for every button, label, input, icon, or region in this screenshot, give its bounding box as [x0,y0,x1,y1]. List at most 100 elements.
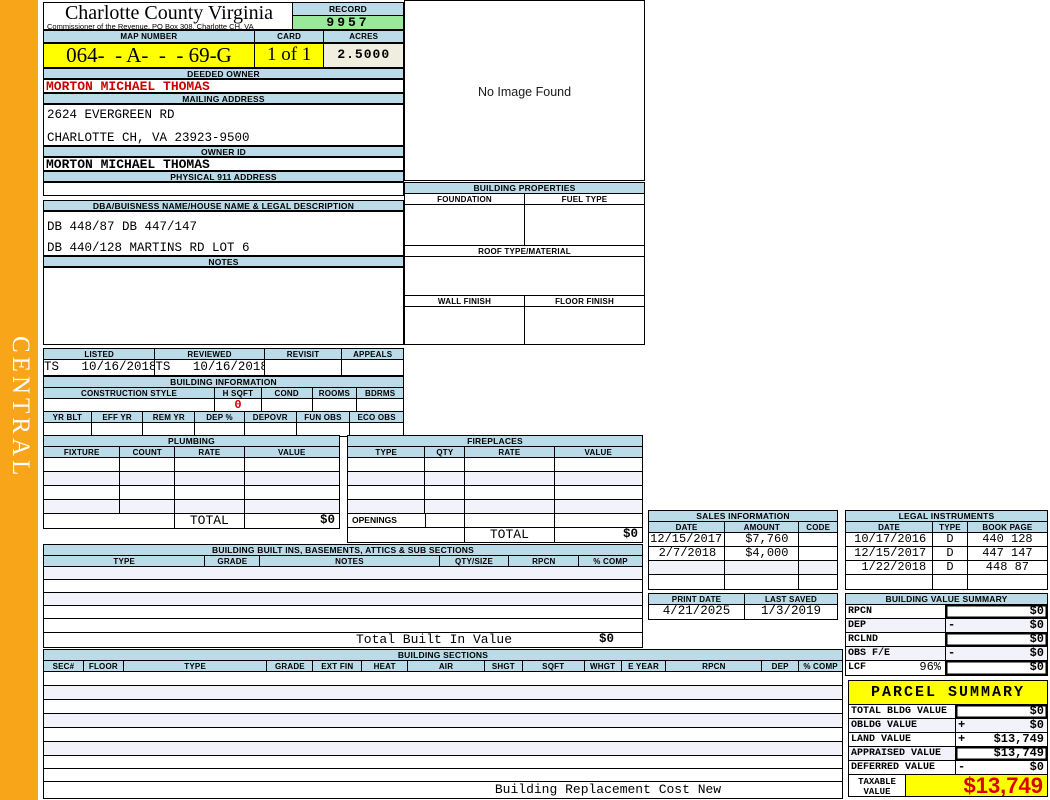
empty-cell [348,458,426,471]
building-info-cols1: CONSTRUCTION STYLE H SQFT COND ROOMS BDR… [44,388,403,399]
table-row [44,728,842,742]
table-row [44,672,842,686]
rooms-value [313,399,358,411]
building-info-title: BUILDING INFORMATION [44,377,403,388]
value-label: VALUE [244,447,339,457]
no-image-text: No Image Found [477,85,572,99]
owner-id-value: MORTON MICHAEL THOMAS [43,157,404,171]
building-sections-title: BUILDING SECTIONS [44,650,842,661]
land-value: $13,749 [993,732,1044,746]
depovr-label: DEPOVR [244,412,297,422]
empty-cell [649,575,726,589]
book-page-label: BOOK PAGE [967,522,1047,532]
built-ins-total-value: $0 [598,633,614,646]
effyr-value [92,423,144,436]
empty-cell [425,486,466,499]
table-row [348,500,642,514]
sqft-label: SQFT [522,661,585,671]
empty-cell [799,561,837,574]
empty-cell [425,500,466,513]
sale-code [799,533,837,546]
summary-row: LCF 96% $0 [846,661,1047,675]
empty-cell [120,458,176,471]
eyear-label: E YEAR [621,661,667,671]
legal-line2: DB 440/128 MARTINS RD LOT 6 [47,241,250,255]
reviewed-label: REVIEWED [155,349,265,359]
empty-cell [175,486,245,499]
table-row [44,769,842,782]
empty-cell [465,472,555,485]
dep-label: DEP [762,661,800,671]
taxable-value: $13,749 [906,775,1047,796]
district-banner: CENTRAL [0,0,38,800]
empty-cell [120,500,176,513]
table-row [44,580,642,593]
yrblt-label: YR BLT [44,412,92,422]
summary-row: DEFERRED VALUE - $0 [849,761,1047,775]
sales-title: SALES INFORMATION [649,511,837,522]
building-value-summary: BUILDING VALUE SUMMARY RPCN $0 DEP - $0 R… [845,593,1048,676]
lcf-value-cell: $0 [946,661,1047,675]
bdrms-value [357,399,403,411]
instrument-book-page: 448 87 [985,561,1030,574]
table-row [44,756,842,769]
visits-header-row: LISTED REVIEWED REVISIT APPEALS [44,349,403,360]
sale-date: 12/15/2017 [649,533,726,546]
building-sections-footer: Building Replacement Cost New [494,782,722,797]
dep-label: DEP [846,619,946,632]
lcf-percent: 96% [919,660,941,674]
empty-cell [245,500,339,513]
legal-instruments-title: LEGAL INSTRUMENTS [846,511,1047,522]
extfin-label: EXT FIN [313,661,363,671]
taxable-label: TAXABLE VALUE [849,775,906,796]
wall-finish-value [405,307,525,344]
owner-id-label: OWNER ID [44,147,403,156]
hsqft-label: H SQFT [215,388,262,398]
dep-value: $0 [1029,618,1044,632]
empty-cell [649,561,726,574]
cond-label: COND [261,388,313,398]
effyr-label: EFF YR [91,412,144,422]
instrument-date: 12/15/2017 [846,547,934,560]
visits-table: LISTED REVIEWED REVISIT APPEALS TS 10/16… [43,348,404,376]
map-number-label: MAP NUMBER [44,31,255,42]
dep-value-cell: - $0 [946,619,1047,632]
op-sign: + [958,732,966,746]
foundation-fuel-labels: FOUNDATION FUEL TYPE [405,194,644,205]
empty-cell [426,514,466,527]
empty-cell [555,500,642,513]
instrument-row: 10/17/2016 D 440 128 [846,533,1047,547]
rpcn-label: RPCN [846,605,946,618]
sales-table: SALES INFORMATION DATE AMOUNT CODE 12/15… [648,510,838,590]
legal-instruments-header-row: DATE TYPE BOOK PAGE [846,522,1047,533]
acres-label: ACRES [324,31,403,42]
fireplaces-title: FIREPLACES [348,436,642,447]
building-properties-table: BUILDING PROPERTIES FOUNDATION FUEL TYPE… [404,182,645,345]
roof-value [405,257,644,296]
wall-floor-labels: WALL FINISH FLOOR FINISH [405,296,644,307]
listed-value: TS 10/16/2018 [44,360,156,375]
foundation-value [405,205,525,245]
qty-size-label: QTY/SIZE [439,556,510,566]
empty-cell [425,472,466,485]
sales-row: 2/7/2018 $4,000 [649,547,837,561]
funobs-label: FUN OBS [296,412,351,422]
empty-cell [44,486,121,499]
print-date-label: PRINT DATE [649,594,745,604]
parcel-summary-title: PARCEL SUMMARY [849,681,1047,705]
foundation-label: FOUNDATION [405,194,525,204]
notes-label: NOTES [44,257,403,266]
op-sign [946,661,959,675]
sales-row: 12/15/2017 $7,760 [649,533,837,547]
building-value-summary-title: BUILDING VALUE SUMMARY [846,594,1047,605]
wall-floor-values [405,307,644,344]
map-value-row: 064- - A- - - 69-G 1 of 1 2.5000 [43,43,404,68]
dep-pct-label: DEP % [195,412,245,422]
table-row [44,714,842,728]
depovr-value [245,423,297,436]
notes-label: NOTES [260,556,440,566]
lcf-label-cell: LCF 96% [846,661,946,675]
op-sign: + [958,718,966,732]
summary-row: RPCN $0 [846,605,1047,619]
